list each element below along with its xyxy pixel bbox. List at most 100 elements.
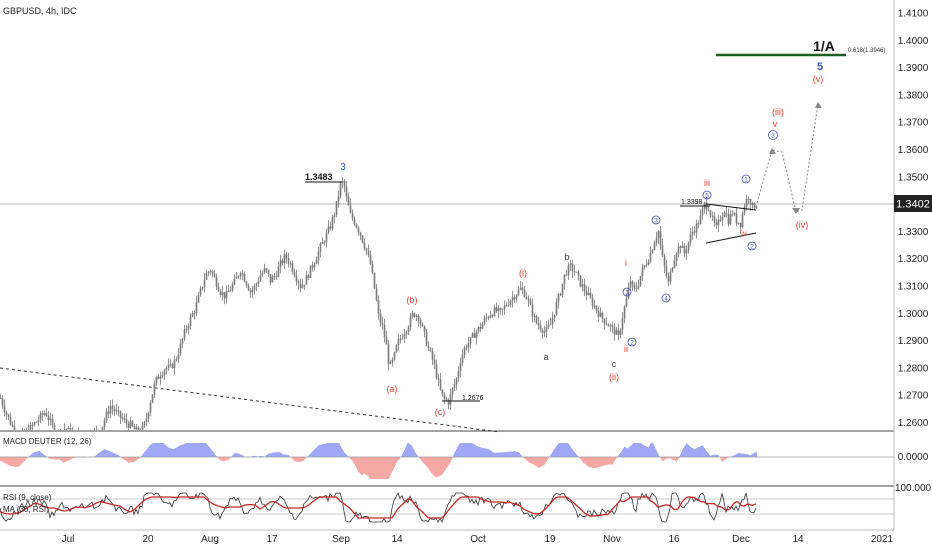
macd-bar [318, 445, 319, 457]
candle-body [402, 338, 404, 339]
macd-bar [398, 457, 399, 460]
macd-bar [425, 457, 426, 465]
macd-bar [647, 447, 648, 457]
candle-body [322, 242, 324, 244]
candle-body [554, 315, 556, 318]
macd-bar [609, 457, 610, 464]
macd-bar [562, 443, 563, 457]
macd-bar [582, 457, 583, 462]
macd-bar [620, 453, 621, 457]
macd-bar [355, 457, 356, 466]
macd-bar [127, 457, 128, 462]
macd-bar [362, 457, 363, 475]
candle-body [220, 291, 222, 295]
macd-bar [469, 443, 470, 457]
macd-bar [413, 448, 414, 457]
symbol-header[interactable]: GBPUSD, 4h, IDC [3, 6, 77, 16]
macd-bar [689, 446, 690, 457]
macd-bar [411, 445, 412, 457]
candle-body [728, 214, 730, 224]
candle-body [632, 281, 634, 284]
rsi-ma-label[interactable]: MA (30, RSI) [3, 505, 49, 514]
macd-bar [501, 452, 502, 457]
candle-body [414, 313, 416, 317]
macd-bar [637, 443, 638, 457]
candle-body [134, 426, 136, 429]
macd-label[interactable]: MACD DEUTER (12, 26) [3, 437, 92, 446]
macd-bar [528, 457, 529, 462]
candle-body [660, 231, 662, 245]
macd-bar [564, 443, 565, 457]
macd-bar [573, 451, 574, 457]
candle-body [142, 426, 144, 430]
macd-bar [426, 457, 427, 466]
macd-bar [371, 457, 372, 479]
macd-bar [385, 457, 386, 479]
macd-bar [677, 457, 678, 460]
price-tick-label: 1.2900 [898, 336, 929, 347]
macd-bar [581, 457, 582, 460]
candle-body [680, 246, 682, 248]
candle-body [310, 266, 312, 278]
rsi-label[interactable]: RSI (9, close) [3, 493, 52, 502]
macd-bar [228, 457, 229, 460]
macd-bar [233, 454, 234, 457]
candle-body [736, 213, 738, 223]
macd-bar [327, 443, 328, 457]
macd-bar [568, 444, 569, 457]
macd-bar [555, 447, 556, 457]
macd-bar [34, 452, 35, 457]
macd-bar [276, 452, 277, 457]
macd-bar [518, 452, 519, 457]
macd-bar [742, 454, 743, 457]
macd-bar [20, 457, 21, 465]
macd-bar [316, 447, 317, 457]
macd-bar [481, 448, 482, 457]
macd-bar [377, 457, 378, 479]
macd-bar [684, 446, 685, 457]
time-tick-label: Jul [62, 534, 75, 545]
macd-bar [203, 443, 204, 457]
macd-bar [490, 450, 491, 457]
candle-body [244, 274, 246, 282]
macd-bar [571, 448, 572, 457]
macd-bar [746, 454, 747, 457]
macd-bar [3, 457, 4, 462]
macd-bar [326, 443, 327, 457]
candle-body [146, 419, 148, 422]
wave-label-ii-roman: ii [624, 344, 628, 354]
candle-body [210, 271, 212, 272]
macd-bar [704, 448, 705, 457]
candle-body [308, 275, 310, 278]
macd-bar [182, 445, 183, 457]
candle-body [118, 410, 120, 411]
candle-body [318, 252, 320, 260]
macd-bar [281, 453, 282, 457]
candle-body [470, 337, 472, 343]
macd-bar [559, 443, 560, 457]
macd-bar [43, 454, 44, 457]
macd-bar [480, 447, 481, 457]
macd-bar [191, 443, 192, 457]
macd-bar [621, 451, 622, 457]
macd-bar [396, 457, 397, 462]
macd-bar [588, 457, 589, 467]
macd-bar [551, 453, 552, 457]
macd-bar [323, 444, 324, 457]
candle-body [498, 308, 500, 311]
macd-bar [393, 457, 394, 469]
candle-body [206, 273, 208, 280]
wave-label-a: a [543, 352, 548, 362]
macd-bar [145, 451, 146, 457]
time-tick-label: Oct [470, 534, 486, 545]
macd-bar [171, 449, 172, 457]
macd-bar [358, 457, 359, 472]
macd-bar [431, 457, 432, 473]
candle-body [418, 316, 420, 320]
macd-bar [502, 452, 503, 457]
macd-bar [410, 444, 411, 457]
candle-body [480, 327, 482, 329]
candle-body [14, 426, 16, 430]
